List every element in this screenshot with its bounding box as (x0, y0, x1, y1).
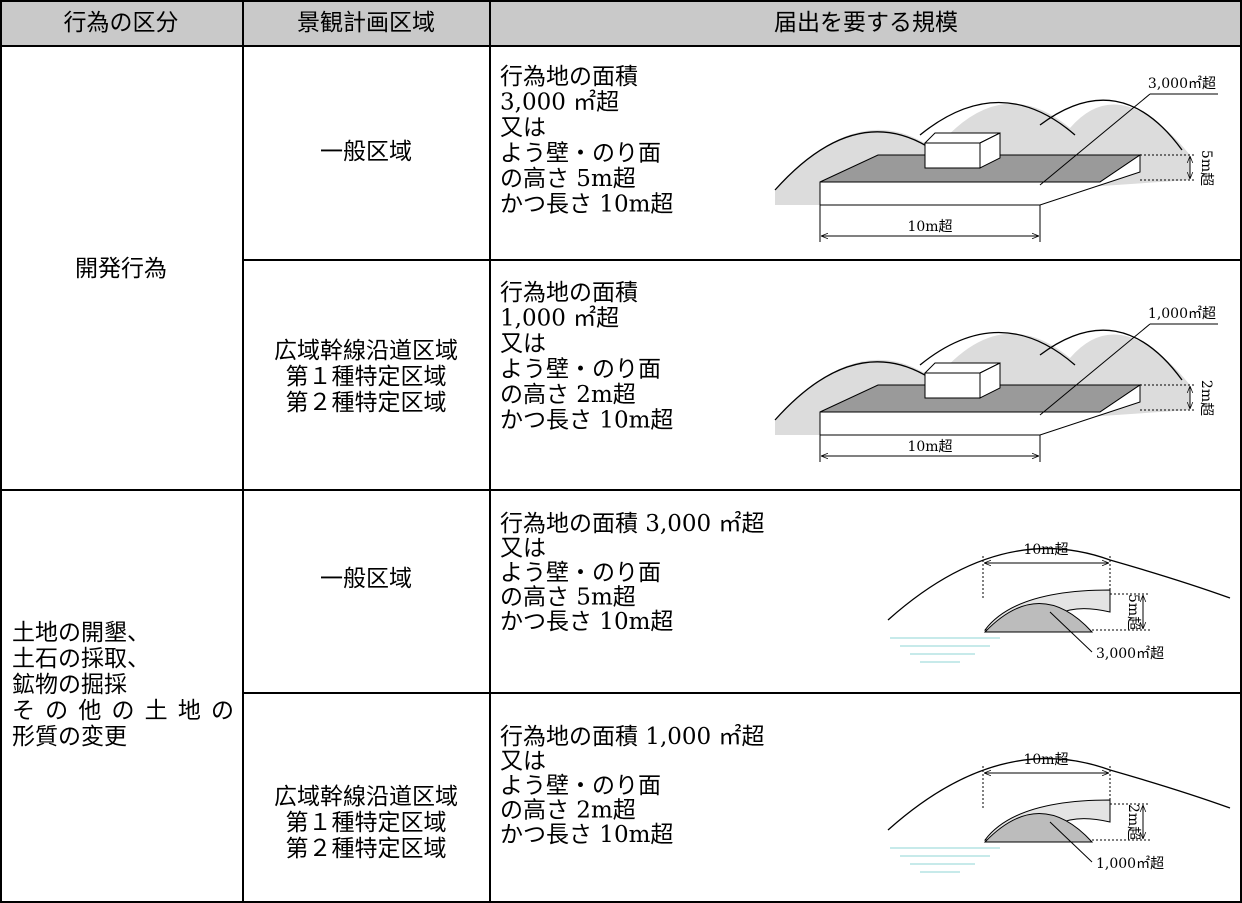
figure: 1,000㎡超 2m超 10m超 (774, 306, 1218, 462)
figure-label: 2m超 (1198, 380, 1214, 416)
scale-line: 行為地の面積 1,000 ㎡超 (500, 724, 764, 750)
zone: 広域幹線沿道区域 (274, 784, 458, 810)
category: その他の土地の (12, 698, 234, 724)
scale-line: の高さ 2m超 (500, 798, 636, 824)
header-cell: 行為の区分 (64, 10, 179, 36)
zone: 一般区域 (320, 566, 412, 592)
figure-label: 5m超 (1125, 594, 1141, 630)
scale-line: 行為地の面積 (500, 64, 638, 90)
scale-line: かつ長さ 10m超 (500, 822, 673, 848)
scale-line: の高さ 2m超 (500, 382, 636, 408)
figure-label: 3,000㎡超 (1096, 646, 1164, 662)
scale-line: よう壁・のり面 (500, 560, 661, 586)
figure: 10m超 5m超 3,000㎡超 (887, 542, 1231, 663)
figure-label: 10m超 (1023, 752, 1068, 768)
scale-line: 又は (500, 536, 546, 562)
scale-line: 又は (500, 331, 546, 357)
scale-line: よう壁・のり面 (500, 357, 661, 383)
scale-line: 又は (500, 115, 546, 141)
zone: 第２種特定区域 (286, 390, 447, 416)
scale-line: よう壁・のり面 (500, 141, 661, 167)
scale-line: の高さ 5m超 (500, 166, 636, 192)
figure-label: 5m超 (1198, 150, 1214, 186)
zone: 第２種特定区域 (286, 836, 447, 862)
figure-label: 3,000㎡超 (1148, 76, 1216, 92)
figure: 3,000㎡超 5m超 10m超 (774, 76, 1218, 242)
scale-line: かつ長さ 10m超 (500, 408, 673, 434)
scale-line: 1,000 ㎡超 (500, 306, 619, 332)
zone: 広域幹線沿道区域 (274, 338, 458, 364)
category: 土地の開墾、 (12, 620, 150, 646)
figure-label: 10m超 (1023, 542, 1068, 558)
figure-label: 2m超 (1125, 804, 1141, 840)
header-cell: 景観計画区域 (297, 10, 435, 36)
scale-line: よう壁・のり面 (500, 773, 661, 799)
figure-label: 1,000㎡超 (1096, 856, 1164, 872)
figure-label: 10m超 (907, 439, 952, 455)
scale-line: 又は (500, 749, 546, 775)
category: 鉱物の掘採 (12, 672, 127, 698)
figure-label: 10m超 (907, 219, 952, 235)
scale-line: 行為地の面積 (500, 280, 638, 306)
header-cell: 届出を要する規模 (774, 10, 958, 36)
scale-line: かつ長さ 10m超 (500, 192, 673, 218)
scale-line: 3,000 ㎡超 (500, 90, 619, 116)
scale-line: の高さ 5m超 (500, 585, 636, 611)
zone: 第１種特定区域 (286, 364, 447, 390)
zone: 第１種特定区域 (286, 810, 447, 836)
category: 開発行為 (75, 256, 167, 282)
category: 土石の採取、 (12, 646, 150, 672)
category: 形質の変更 (12, 724, 127, 750)
zone: 一般区域 (320, 139, 412, 165)
header-bg (0, 0, 1242, 46)
scale-line: 行為地の面積 3,000 ㎡超 (500, 511, 764, 537)
figure: 10m超 2m超 1,000㎡超 (887, 752, 1231, 873)
figure-label: 1,000㎡超 (1148, 306, 1216, 322)
scale-line: かつ長さ 10m超 (500, 609, 673, 635)
